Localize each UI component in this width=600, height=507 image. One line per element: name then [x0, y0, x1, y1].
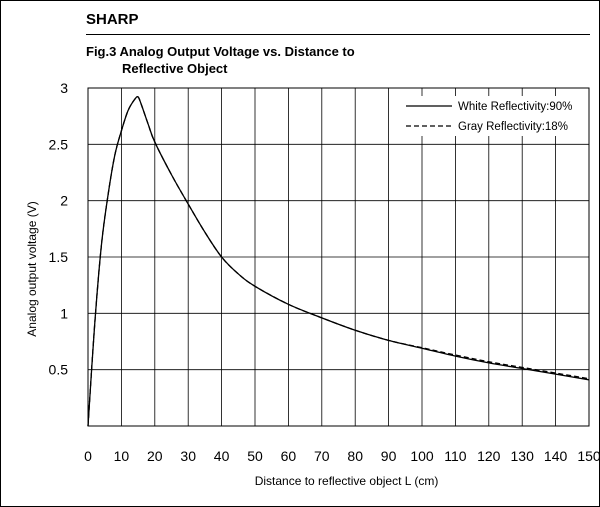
legend-background [400, 96, 582, 136]
x-tick-label: 80 [347, 448, 363, 464]
grid-lines [87, 87, 590, 426]
x-tick-label: 30 [180, 448, 196, 464]
x-tick-label: 150 [577, 448, 600, 464]
legend-label-white: White Reflectivity:90% [458, 101, 572, 113]
series-lines [87, 96, 590, 427]
legend-label-gray: Gray Reflectivity:18% [458, 121, 568, 133]
series-line-gray [87, 96, 590, 427]
x-tick-label: 120 [477, 448, 501, 464]
x-tick-label: 110 [444, 448, 467, 464]
y-tick-label: 2.5 [49, 136, 69, 152]
x-tick-labels: 0 10 20 30 40 50 60 70 80 90 100 110 120 130 140 150 [84, 448, 600, 464]
x-tick-label: 100 [410, 448, 434, 464]
plot-area-border [87, 87, 590, 427]
x-tick-label: 90 [381, 448, 397, 464]
x-axis-label: Distance to reflective object L (cm) [255, 474, 439, 488]
figure-title-line2: Reflective Object [122, 61, 228, 76]
x-tick-label: 60 [281, 448, 297, 464]
x-tick-label: 40 [214, 448, 230, 464]
header-rule [86, 34, 590, 35]
x-tick-label: 50 [247, 448, 263, 464]
x-tick-label: 10 [114, 448, 130, 464]
series-line-white [87, 96, 590, 427]
figure-title: Fig.3 Analog Output Voltage vs. Distance… [86, 43, 406, 77]
y-tick-label: 2 [60, 193, 68, 209]
figure-title-line1: Fig.3 Analog Output Voltage vs. Distance… [86, 44, 355, 59]
y-tick-label: 1.5 [49, 249, 69, 265]
y-tick-label: 1 [60, 305, 68, 321]
brand-logo-text: SHARP [86, 11, 139, 28]
x-tick-label: 70 [314, 448, 330, 464]
y-tick-label: 0.5 [49, 362, 69, 378]
x-tick-label: 130 [511, 448, 535, 464]
legend: White Reflectivity:90% Gray Reflectivity… [400, 96, 582, 136]
x-tick-label: 20 [147, 448, 163, 464]
y-tick-labels: 0.5 1 1.5 2 2.5 3 [49, 80, 69, 378]
y-axis-label: Analog output voltage (V) [25, 201, 39, 336]
x-tick-label: 140 [544, 448, 568, 464]
y-tick-label: 3 [60, 80, 68, 96]
x-tick-label: 0 [84, 448, 92, 464]
